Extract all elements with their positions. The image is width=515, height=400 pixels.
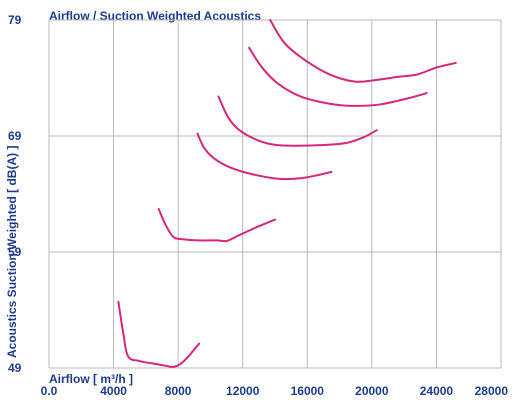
series-line [157, 208, 276, 243]
chart-title: Airflow / Suction Weighted Acoustics [49, 9, 261, 23]
x-tick-label: 24000 [420, 384, 454, 398]
y-tick-label: 79 [8, 13, 22, 27]
series-line [248, 46, 428, 107]
x-tick-label: 20000 [355, 384, 389, 398]
series-line [117, 300, 201, 368]
y-tick-label: 69 [8, 129, 22, 143]
grid [48, 19, 502, 369]
y-axis-label: Acoustics Suction Weighted [ dB(A) ] [5, 146, 19, 358]
y-tick-labels: 49 59 69 79 [8, 13, 22, 375]
x-tick-label: 28000 [475, 384, 509, 398]
x-tick-labels: 0.0 4000 8000 12000 16000 20000 24000 28000 [41, 384, 509, 398]
x-tick-label: 12000 [226, 384, 260, 398]
y-tick-label: 49 [8, 361, 22, 375]
series-line [196, 132, 333, 181]
series-line [217, 95, 378, 147]
x-tick-label: 0.0 [41, 384, 58, 398]
x-tick-label: 16000 [291, 384, 325, 398]
x-axis-label: Airflow [ m³/h ] [49, 372, 133, 386]
x-tick-label: 4000 [100, 384, 127, 398]
x-tick-label: 8000 [165, 384, 192, 398]
curves [117, 19, 457, 368]
y-tick-label: 59 [8, 245, 22, 259]
series-line [269, 19, 457, 83]
